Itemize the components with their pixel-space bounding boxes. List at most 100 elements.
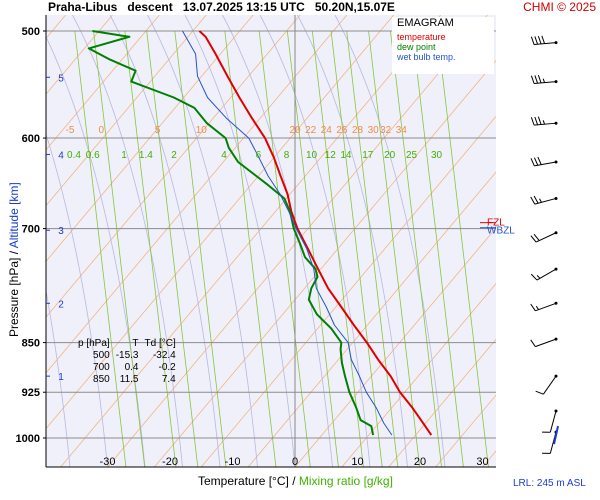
table-row: 500 -15.3 -32.4 bbox=[75, 350, 179, 362]
mixing-ratio-label: 2 bbox=[171, 150, 177, 161]
table-row: 850 11.5 7.4 bbox=[75, 374, 179, 386]
mixing-ratio-label: 14 bbox=[340, 150, 352, 161]
pressure-tick-label: 1000 bbox=[16, 433, 40, 445]
wind-barb-flag bbox=[530, 158, 535, 167]
pressure-tick-label: 925 bbox=[22, 387, 40, 399]
y-axis-pressure-label: Pressure [hPa] bbox=[7, 257, 21, 337]
mixing-ratio-line bbox=[74, 30, 127, 467]
moist-adiabat-line bbox=[46, 133, 108, 467]
wind-barb-flag bbox=[534, 116, 539, 125]
wind-barb-staff bbox=[534, 197, 557, 205]
wind-barb-flag bbox=[530, 339, 536, 347]
mixing-ratio-label: 4 bbox=[221, 150, 227, 161]
dewpoint-profile bbox=[87, 30, 375, 436]
mixing-ratio-line bbox=[330, 30, 383, 467]
wind-barb bbox=[530, 301, 558, 312]
lrl-label: LRL: 245 m ASL bbox=[513, 478, 586, 489]
wind-barb-flag bbox=[533, 195, 539, 204]
wind-barb-flag bbox=[530, 235, 537, 243]
wind-barb-flag bbox=[537, 116, 542, 125]
mixing-ratio-label: 12 bbox=[325, 150, 337, 161]
wind-barb-dot bbox=[554, 41, 558, 45]
wind-barb-flag bbox=[534, 75, 539, 84]
wind-barb-flag bbox=[533, 233, 540, 241]
table-cell: -0.2 bbox=[158, 362, 176, 373]
mixing-ratio-line bbox=[93, 30, 146, 467]
dry-adiabat-line bbox=[294, 227, 496, 467]
wind-barb-flag bbox=[541, 35, 546, 44]
wind-barb bbox=[530, 35, 558, 46]
moist-adiabat-line bbox=[72, 15, 183, 467]
dry-adiabat-label: 24 bbox=[321, 125, 333, 136]
wbzl-label: WBZL bbox=[487, 226, 515, 237]
mixing-ratio-label: 0.4 bbox=[67, 150, 81, 161]
y-axis-label: Pressure [hPa] / Altitude [km] bbox=[7, 182, 21, 337]
wind-barb bbox=[530, 231, 558, 243]
dry-adiabat-line bbox=[46, 15, 207, 207]
altitude-tick-label: 4 bbox=[58, 150, 64, 161]
station-name: Praha-Libus bbox=[48, 0, 118, 14]
dry-adiabat-line bbox=[107, 15, 488, 467]
wind-barb-staff bbox=[536, 268, 557, 281]
sounding-mode: descent bbox=[127, 0, 173, 14]
pressure-tick-label: 850 bbox=[22, 338, 40, 350]
table-cell: 500 bbox=[93, 350, 110, 361]
x-axis-separator: / bbox=[292, 474, 296, 488]
dry-adiabat-line bbox=[46, 15, 113, 95]
wind-barb-staff bbox=[535, 338, 557, 348]
mixing-ratio-line bbox=[146, 30, 199, 467]
wind-barb-half-flag bbox=[542, 78, 546, 83]
station-coords: 50.20N,15.07E bbox=[314, 0, 395, 14]
wind-barb-half-flag bbox=[542, 120, 546, 125]
altitude-tick-label: 2 bbox=[58, 299, 64, 310]
legend-item-temperature: temperature bbox=[397, 32, 446, 42]
legend-title: EMAGRAM bbox=[397, 17, 454, 29]
wind-barb-dot bbox=[554, 121, 558, 125]
pressure-tick-label: 700 bbox=[22, 224, 40, 236]
altitude-tick-label: 1 bbox=[58, 372, 64, 383]
temperature-tick-label: -30 bbox=[100, 456, 116, 468]
wind-barb bbox=[530, 116, 558, 126]
wind-barb-half-flag bbox=[539, 198, 542, 203]
wind-barb-dot bbox=[554, 301, 558, 305]
wind-barb-staff bbox=[534, 161, 557, 167]
moist-adiabat-line bbox=[184, 15, 296, 467]
wind-barb-flag bbox=[530, 75, 535, 84]
wind-barb-dot bbox=[554, 267, 558, 271]
moist-adiabat-line bbox=[147, 15, 258, 467]
mixing-ratio-label: 1 bbox=[121, 150, 127, 161]
table-cell: 11.5 bbox=[119, 374, 139, 385]
wind-barb-flag bbox=[535, 390, 544, 395]
dry-adiabat-label: 28 bbox=[352, 125, 364, 136]
wind-barb-flag bbox=[530, 117, 535, 126]
temperature-tick-label: 10 bbox=[351, 456, 363, 468]
dry-adiabat-line bbox=[200, 115, 496, 467]
wind-barb bbox=[535, 374, 558, 395]
plot-background bbox=[46, 15, 496, 467]
x-axis-mixing-label: Mixing ratio [g/kg] bbox=[298, 474, 393, 488]
table-header: p [hPa] bbox=[78, 338, 110, 349]
mixing-ratio-label: 30 bbox=[431, 150, 443, 161]
y-axis-separator: / bbox=[7, 250, 21, 255]
wind-barb-flag bbox=[530, 196, 536, 205]
dry-adiabat-label: 30 bbox=[368, 125, 380, 136]
dry-adiabat-line bbox=[247, 171, 496, 467]
table-cell: -15.3 bbox=[115, 350, 139, 361]
dry-adiabat-line bbox=[60, 15, 441, 467]
table-header: T bbox=[132, 338, 139, 349]
dry-adiabat-line bbox=[46, 15, 160, 151]
mixing-ratio-line bbox=[224, 30, 277, 467]
dry-adiabat-label: 34 bbox=[396, 125, 408, 136]
table-cell: -32.4 bbox=[152, 350, 176, 361]
dry-adiabat-label: -5 bbox=[66, 125, 75, 136]
mixing-ratio-label: 10 bbox=[306, 150, 318, 161]
pressure-tick-label: 600 bbox=[22, 133, 40, 145]
temperature-tick-label: -20 bbox=[162, 456, 178, 468]
table-cell: 0.4 bbox=[124, 362, 139, 373]
table-cell: 850 bbox=[93, 374, 110, 385]
pressure-tick-label: 500 bbox=[22, 26, 40, 38]
mixing-ratio-line bbox=[368, 30, 421, 467]
wind-barb-staff bbox=[535, 302, 557, 312]
chart-legend: EMAGRAM temperature dew point wet bulb t… bbox=[392, 17, 494, 74]
altitude-tick-label: 3 bbox=[58, 226, 64, 237]
